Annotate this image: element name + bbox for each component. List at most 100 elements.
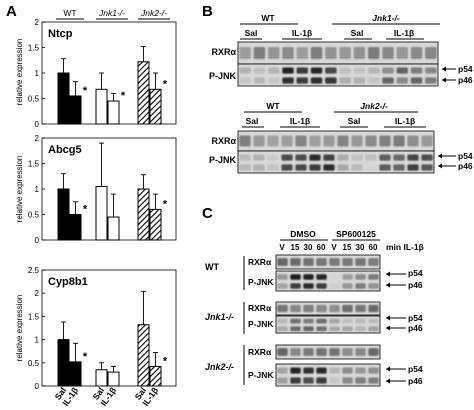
bar [95, 369, 108, 387]
c-jnk2-rxra-strip [275, 344, 381, 360]
b2-il1b-label-wt: IL-1β [290, 116, 310, 126]
chart-title: Ntcp [48, 28, 73, 40]
bar [95, 88, 108, 125]
y-tick-label: 0.5 [28, 211, 40, 220]
significance-mark: * [83, 351, 88, 363]
c-jnk1-label: Jnk1-/- [205, 312, 234, 322]
b1-pjnk-strip [237, 63, 439, 87]
y-ticks: 0 0.5 1 1.5 2 [28, 18, 45, 129]
c-jnk1-rxra-strip [275, 301, 381, 316]
bar [149, 88, 162, 125]
y-axis-label: relative expression [15, 156, 24, 223]
y-tick-label: 2 [35, 18, 40, 27]
b1-jnk1-label: Jnk1-/- [372, 13, 400, 23]
y-axis-label: relative expression [15, 295, 24, 362]
b2-wt-label: WT [266, 101, 280, 111]
significance-mark: * [121, 90, 126, 102]
timepoint-label: V [279, 243, 285, 252]
c-jnk2-pjnk-strip [275, 363, 381, 387]
bar [149, 208, 162, 241]
b2-rxra-label: RXRα [211, 136, 236, 146]
c-jnk2-pjnk-label: P-JNK [248, 370, 274, 380]
c-wt-label: WT [205, 262, 219, 272]
b2-pjnk-label: P-JNK [209, 155, 237, 165]
panel-label-b: B [202, 3, 213, 20]
y-tick-label: 0 [35, 382, 40, 391]
y-ticks: 0 0.5 1 1.5 2 2.5 [28, 266, 45, 391]
panel-a-header: WT Jnk1-/- Jnk2-/- [56, 8, 170, 20]
panel-label-c: C [202, 205, 213, 222]
b2-jnk2-label: Jnk2-/- [360, 101, 388, 111]
c-jnk2-p54: p54 [408, 364, 423, 374]
y-tick-label: 0.5 [28, 359, 40, 368]
bar [69, 361, 82, 387]
bar [149, 366, 162, 387]
significance-mark: * [83, 85, 88, 97]
b1-sal-label-jnk1: Sal [351, 28, 364, 38]
b1-wt-label: WT [261, 13, 275, 23]
bars: * * * [57, 46, 168, 125]
b1-pjnk-label: P-JNK [209, 71, 237, 81]
bar [107, 100, 120, 125]
b1-rxra-label: RXRα [211, 47, 236, 57]
b2-rxra-strip [237, 130, 435, 152]
bar [95, 185, 108, 241]
bar [137, 188, 150, 241]
panel-label-a: A [6, 3, 17, 20]
y-ticks: 0 0.5 1 1.5 2 [28, 134, 45, 245]
b2-p54: p54 [458, 151, 473, 161]
b1-p46: p46 [458, 75, 473, 85]
header-jnk1: Jnk1-/- [98, 8, 125, 18]
b2-pjnk-strip [237, 150, 435, 174]
significance-mark: * [163, 78, 168, 90]
c-jnk1-p54: p54 [408, 313, 423, 323]
timepoint-label: 30 [356, 243, 365, 252]
y-tick-label: 2.5 [28, 266, 40, 275]
chart-abcg5: Abcg5 relative expression 00.511.52 * * [15, 134, 177, 245]
bar [107, 371, 120, 387]
c-jnk1-pjnk-strip [275, 315, 381, 334]
c-jnk2-rxra-label: RXRα [248, 347, 272, 357]
chart-cyp8b1: Cyp8b1 relative expression 00.511.522.5 … [15, 266, 177, 391]
timepoint-label: 60 [369, 243, 378, 252]
y-tick-label: 1 [35, 336, 40, 345]
chart-title: Abcg5 [48, 144, 82, 156]
y-tick-label: 1.5 [28, 160, 40, 169]
timepoint-label: 15 [291, 243, 300, 252]
panel-b: WT Jnk1-/- Sal IL-1β Sal IL-1β RXRα P-JN… [209, 13, 473, 174]
b1-rxra-strip [237, 41, 439, 65]
c-wt-p54: p54 [408, 268, 423, 278]
c-wt-pjnk-label: P-JNK [248, 277, 274, 287]
chart-title: Cyp8b1 [48, 276, 88, 288]
c-wt-rxra-label: RXRα [248, 257, 272, 267]
bars: * * [57, 142, 168, 241]
y-tick-label: 0 [35, 236, 40, 245]
header-jnk2: Jnk2-/- [140, 8, 167, 18]
c-wt-rxra-strip [275, 254, 381, 270]
y-tick-label: 1 [35, 69, 40, 78]
timepoint-label: 60 [317, 243, 326, 252]
b1-il1b-label-jnk1: IL-1β [394, 28, 414, 38]
b1-p54: p54 [458, 64, 473, 74]
c-time-label: min IL-1β [386, 242, 424, 252]
c-jnk1-p46: p46 [408, 323, 423, 333]
c-jnk1-pjnk-label: P-JNK [248, 319, 274, 329]
c-dmso-label: DMSO [290, 229, 316, 239]
y-tick-label: 1.5 [28, 44, 40, 53]
significance-mark: * [163, 198, 168, 210]
bar [57, 339, 70, 387]
bar [57, 188, 70, 241]
c-timepoints: V 15 30 60 V 15 30 60 [279, 243, 378, 252]
b2-il1b-label-jnk2: IL-1β [395, 116, 415, 126]
b1-sal-label-wt: Sal [245, 28, 258, 38]
header-wt: WT [63, 8, 76, 18]
b1-il1b-label-wt: IL-1β [292, 28, 312, 38]
timepoint-label: 30 [304, 243, 313, 252]
bar [137, 61, 150, 125]
significance-mark: * [83, 204, 88, 216]
timepoint-label: 15 [343, 243, 352, 252]
c-jnk1-rxra-label: RXRα [248, 303, 272, 313]
y-tick-label: 0 [35, 120, 40, 129]
panel-c: DMSO SP600125 V 15 30 60 V 15 30 60 min IL-1β W… [205, 229, 424, 387]
